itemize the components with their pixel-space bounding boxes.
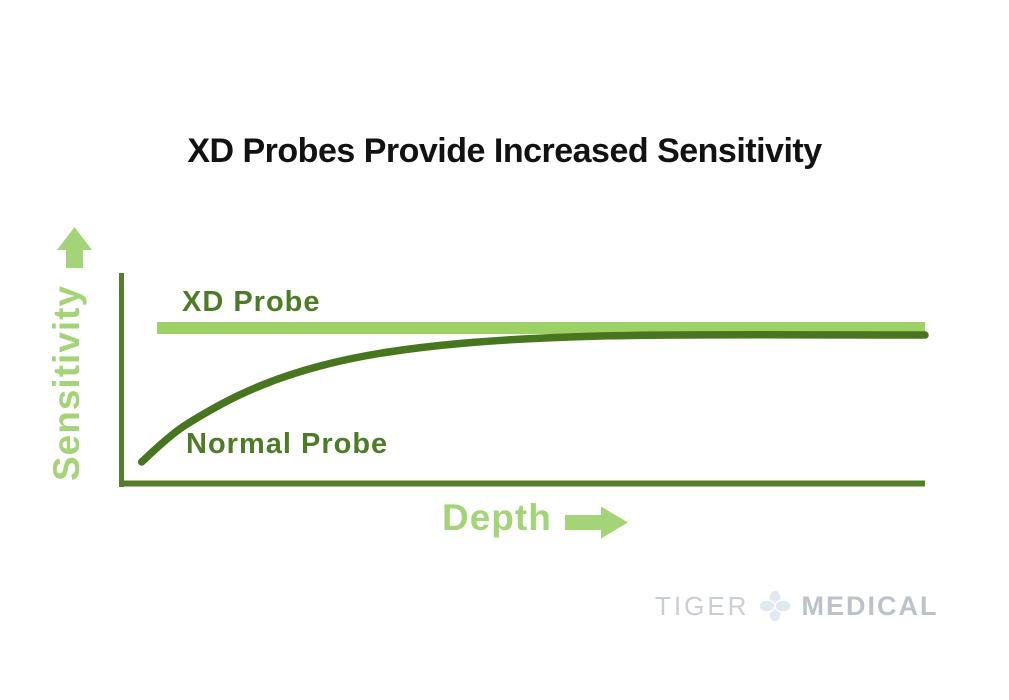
y-axis-label: Sensitivity xyxy=(46,284,87,481)
chart-title: XD Probes Provide Increased Sensitivity xyxy=(187,132,822,170)
normal-probe-label: Normal Probe xyxy=(186,428,389,460)
clover-icon xyxy=(756,588,794,624)
x-axis-label: Depth xyxy=(442,497,552,538)
up-arrow-icon xyxy=(57,227,92,268)
xd-probe-label: XD Probe xyxy=(182,286,321,318)
right-arrow-icon xyxy=(565,506,628,539)
logo-brand-left: TIGER xyxy=(655,590,750,621)
normal-probe-line xyxy=(137,331,929,466)
logo-brand-right: MEDICAL xyxy=(801,590,939,621)
series-layer xyxy=(137,321,929,466)
tiger-medical-logo: TIGER MEDICAL xyxy=(655,588,938,624)
